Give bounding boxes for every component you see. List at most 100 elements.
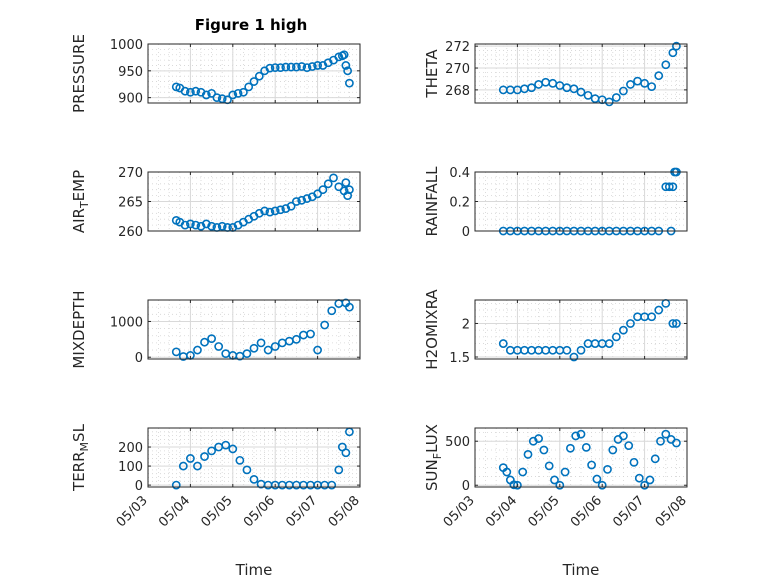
data-point [281, 204, 291, 213]
data-point [313, 345, 322, 355]
data-series-theta [498, 41, 681, 107]
data-point [334, 182, 344, 192]
data-point [518, 467, 528, 477]
data-point [249, 343, 259, 353]
data-point [634, 473, 644, 483]
data-point [341, 178, 351, 188]
data-point [640, 78, 649, 88]
data-point [604, 97, 614, 107]
y-axis-label: SUNFLUX [423, 424, 444, 491]
data-point [178, 461, 188, 471]
data-point [265, 63, 275, 73]
x-tick-label: 05/05 [199, 493, 236, 530]
subplot-mixdepth: 0 1000 MIXDEPTH [70, 290, 361, 369]
data-point [341, 448, 351, 458]
data-series-pressure [171, 50, 354, 105]
data-point [668, 182, 678, 192]
axis-frame [147, 43, 361, 104]
data-point [619, 325, 628, 335]
data-point [498, 339, 508, 348]
data-point [583, 90, 593, 100]
data-point [569, 84, 579, 94]
axis-frame [147, 299, 361, 360]
data-point [180, 220, 190, 230]
data-point [550, 475, 559, 485]
data-point [214, 342, 224, 351]
y-tick-label: 0 [462, 479, 470, 494]
plot-area [148, 44, 360, 103]
data-point [276, 63, 285, 72]
data-point [327, 480, 337, 490]
data-point [341, 61, 351, 70]
y-tick-label: 1000 [110, 38, 143, 53]
data-point [502, 467, 512, 477]
data-point [650, 454, 660, 464]
data-point [608, 445, 618, 455]
data-point [611, 332, 621, 342]
x-tick-label: 05/06 [241, 493, 278, 530]
data-point [265, 207, 275, 217]
data-point [200, 452, 209, 461]
data-point [603, 464, 612, 474]
y-axis-label: THETA [423, 49, 441, 99]
data-point [171, 480, 181, 490]
data-point [270, 63, 280, 72]
data-point [291, 197, 301, 206]
y-tick-label: 0.2 [449, 196, 470, 211]
data-point [604, 339, 614, 348]
data-point [344, 185, 354, 195]
data-point [242, 465, 252, 475]
data-point [270, 342, 280, 351]
subplot-pressure: 900 950 1000 PRESSURE [70, 34, 361, 113]
data-point [323, 179, 333, 189]
y-tick-label: 200 [118, 441, 143, 456]
y-tick-label: 270 [445, 62, 470, 77]
y-axis-label: RAINFALL [423, 166, 441, 237]
data-point [313, 189, 322, 199]
data-point [626, 319, 635, 328]
data-point [185, 87, 195, 97]
y-tick-label: 2 [462, 317, 470, 332]
data-point [654, 71, 664, 81]
data-point [534, 434, 543, 443]
data-point [672, 319, 681, 328]
data-point [339, 50, 349, 60]
data-point [244, 82, 254, 92]
data-point [171, 347, 181, 357]
data-point [191, 220, 201, 230]
data-point [291, 62, 301, 72]
data-point [527, 83, 536, 93]
data-point [212, 93, 222, 103]
data-point [647, 312, 657, 322]
data-point [544, 461, 554, 471]
data-point [193, 345, 202, 355]
data-point [249, 474, 259, 484]
y-tick-label: 500 [445, 435, 470, 450]
data-point [629, 457, 639, 467]
plot-area [148, 300, 360, 359]
data-point [645, 475, 655, 485]
data-point [263, 345, 273, 355]
data-point [611, 93, 621, 102]
y-tick-label: 100 [118, 460, 143, 475]
data-point [571, 431, 581, 441]
data-point [228, 444, 238, 454]
data-point [196, 221, 206, 231]
data-point [619, 86, 628, 96]
data-series-air-temp [171, 173, 354, 232]
data-point [254, 71, 264, 81]
data-point [256, 338, 266, 348]
data-point [291, 334, 301, 344]
x-tick-label: 05/07 [283, 493, 320, 530]
data-point [624, 441, 634, 451]
data-point [640, 480, 649, 490]
data-point [320, 320, 330, 330]
data-point [260, 206, 269, 216]
data-point [217, 94, 227, 104]
data-point [254, 208, 264, 218]
axis-frame [474, 427, 688, 488]
data-point [569, 352, 579, 362]
y-tick-label: 900 [118, 92, 143, 107]
x-tick-label: 05/03 [114, 493, 151, 530]
data-point [242, 349, 252, 359]
